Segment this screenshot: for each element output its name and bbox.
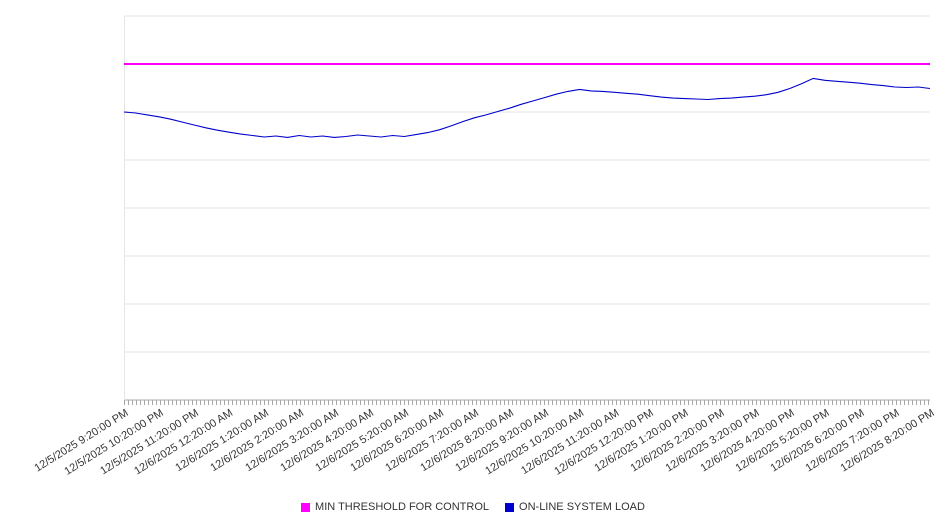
- legend-item-system-load[interactable]: ON-LINE SYSTEM LOAD: [505, 501, 645, 513]
- legend-item-min-threshold[interactable]: MIN THRESHOLD FOR CONTROL: [301, 501, 489, 513]
- series-line-system-load: [123, 77, 931, 138]
- legend-swatch-blue: [505, 502, 515, 512]
- x-axis-labels: 12/5/2025 9:20:00 PM 12/5/2025 10:20:00 P…: [0, 407, 946, 499]
- plot-svg: [123, 15, 931, 401]
- legend-swatch-magenta: [301, 502, 311, 512]
- chart-legend: MIN THRESHOLD FOR CONTROL ON-LINE SYSTEM…: [0, 501, 946, 513]
- legend-label-system-load: ON-LINE SYSTEM LOAD: [519, 501, 645, 513]
- plot-area: [123, 15, 931, 401]
- x-axis-minor-ticks: [124, 400, 931, 405]
- legend-label-min-threshold: MIN THRESHOLD FOR CONTROL: [315, 501, 490, 513]
